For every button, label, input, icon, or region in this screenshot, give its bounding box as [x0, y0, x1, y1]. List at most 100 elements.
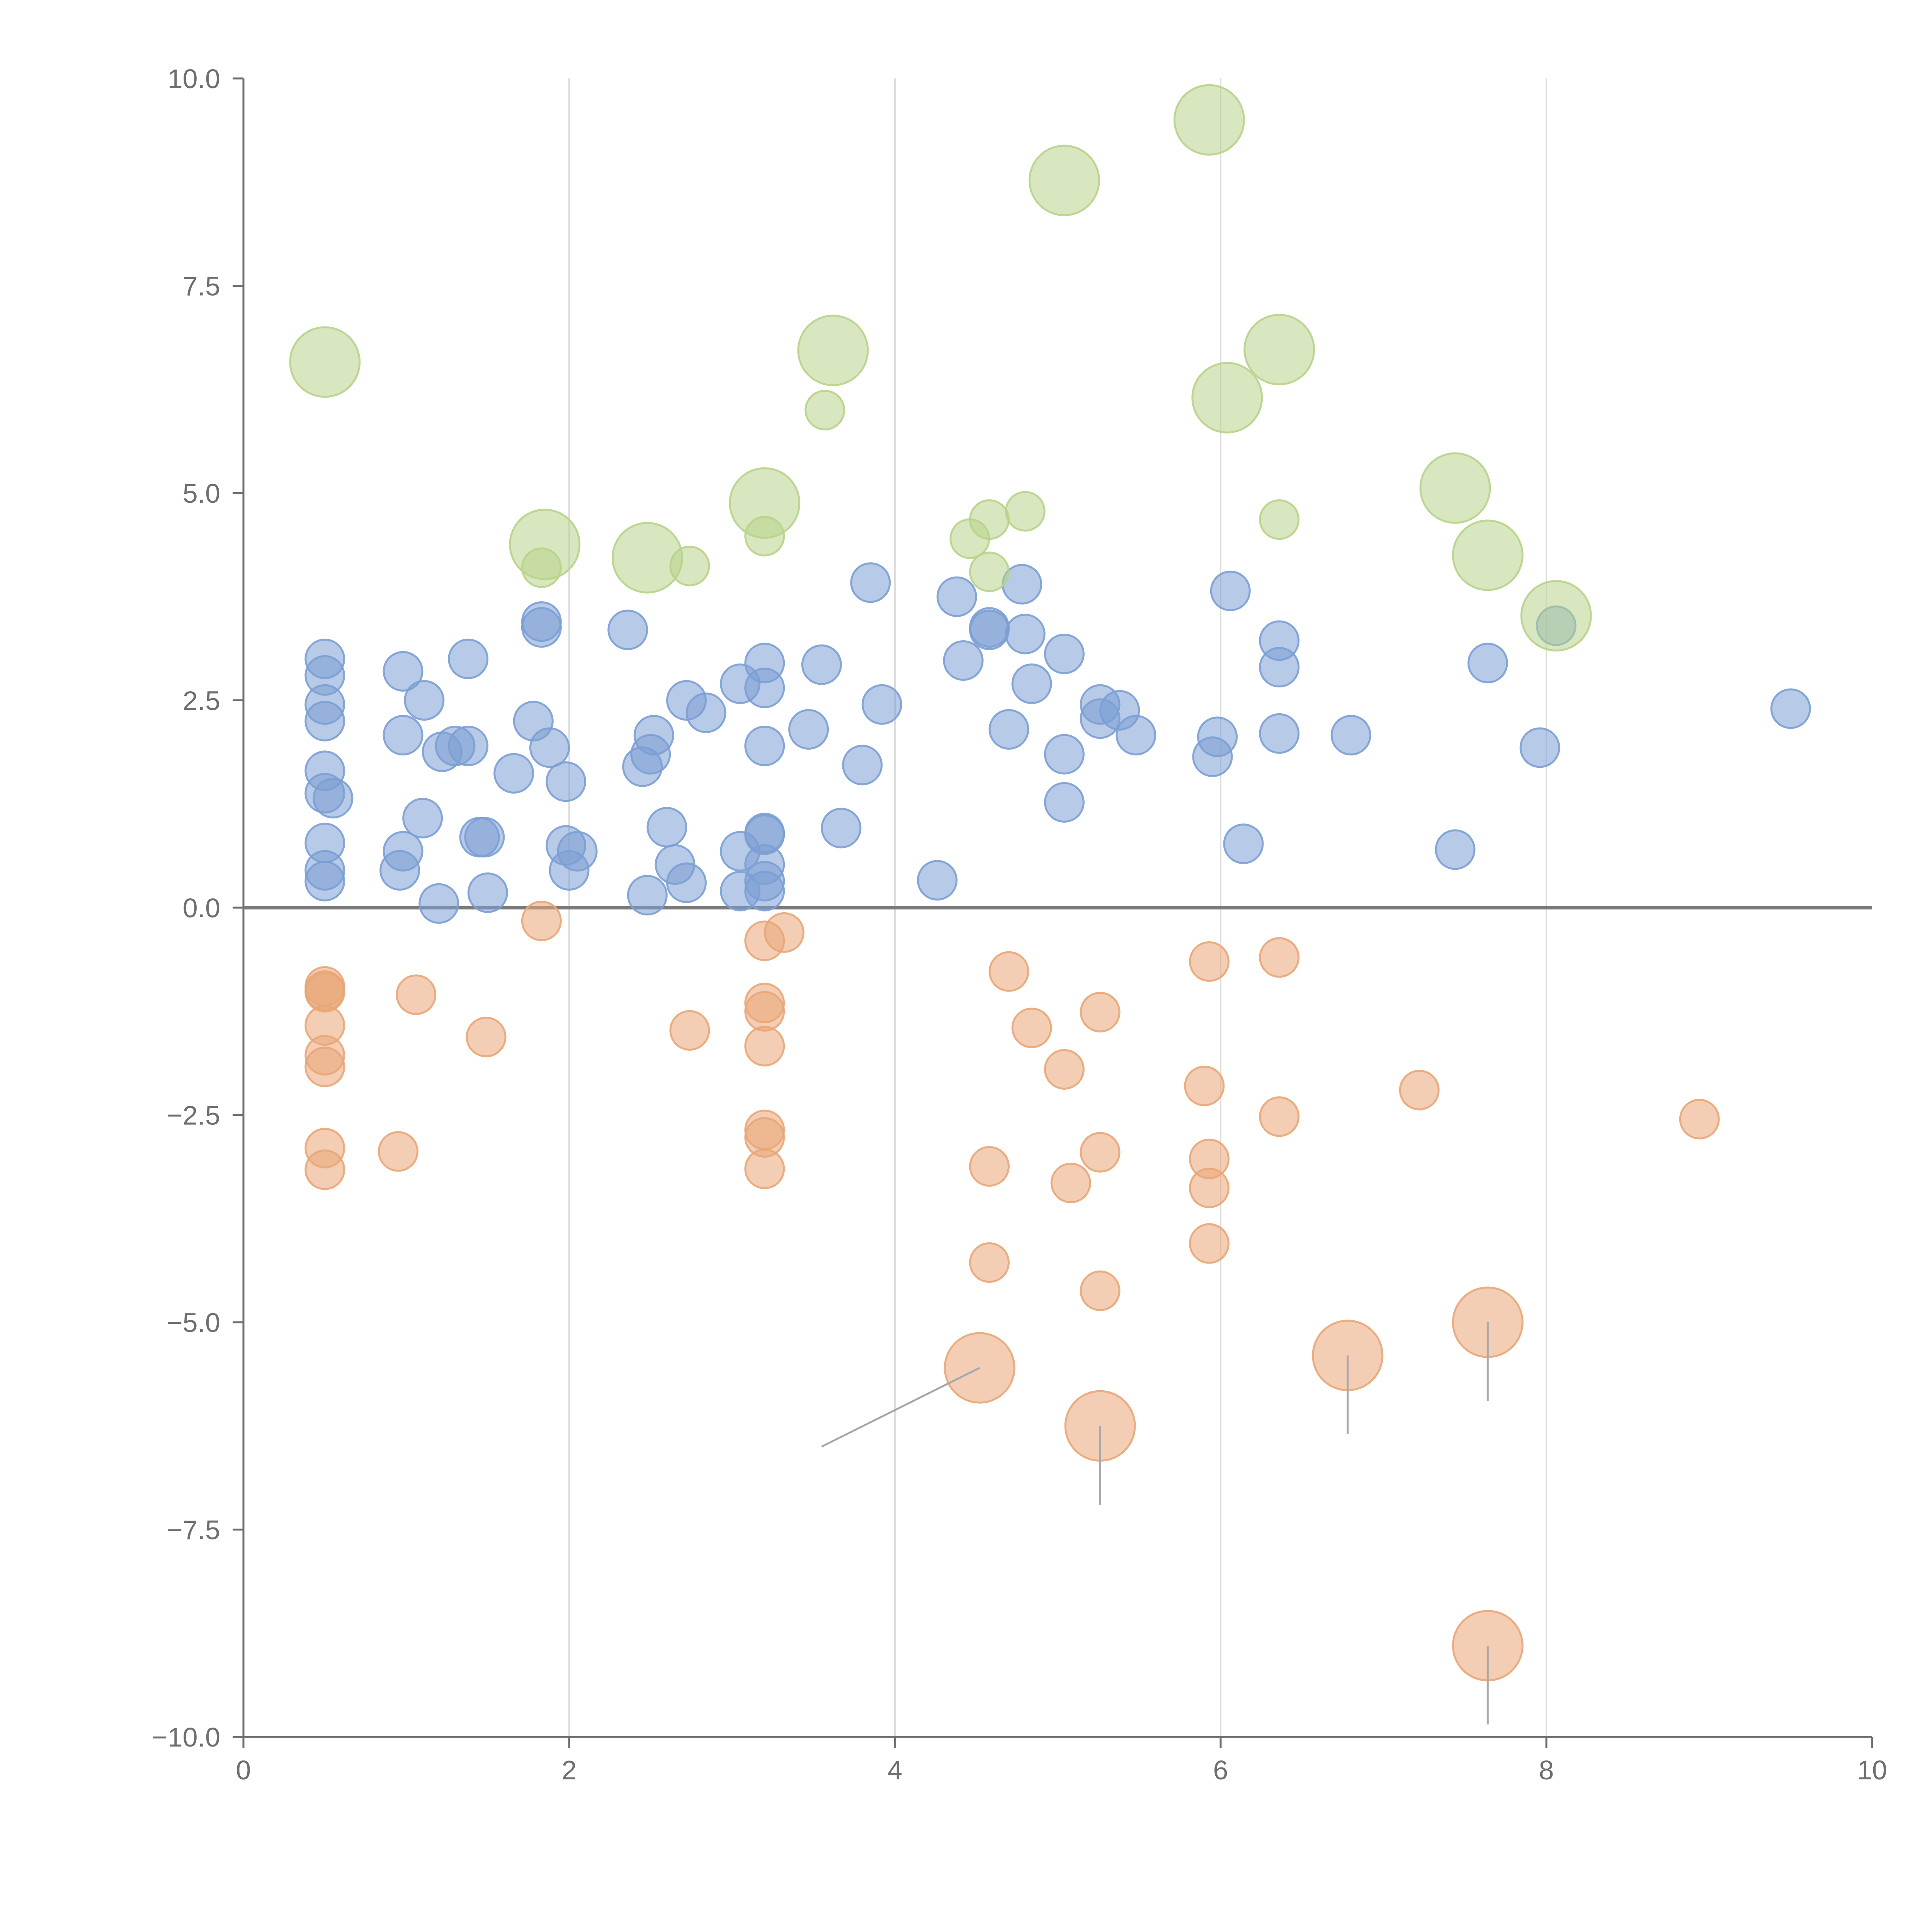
positive-point-70 [1044, 734, 1085, 775]
x-tick-label: 0 [236, 1755, 251, 1785]
positive-point-85 [1467, 643, 1508, 684]
positive-point-38 [646, 807, 687, 848]
high-point-18 [1419, 452, 1491, 524]
negative-point-9 [378, 1131, 418, 1172]
negative-point-24 [1011, 1007, 1052, 1048]
negative-point-38 [1679, 1099, 1720, 1139]
negative-point-36 [1259, 1096, 1300, 1137]
negative-point-29 [1080, 1270, 1121, 1311]
positive-point-28 [529, 727, 570, 768]
positive-point-56 [821, 808, 862, 849]
positive-point-10 [383, 651, 423, 692]
high-point-10 [509, 509, 581, 580]
negative-point-31 [1189, 941, 1230, 982]
positive-point-37 [627, 875, 668, 916]
positive-point-64 [969, 609, 1010, 650]
y-tick-label: −2.5 [167, 1100, 220, 1131]
positive-point-14 [404, 680, 445, 721]
positive-point-57 [842, 745, 883, 786]
high-point-9 [289, 326, 361, 398]
high-point-15 [1173, 84, 1245, 156]
positive-point-69 [1044, 633, 1085, 674]
y-tick-label: 10.0 [168, 64, 220, 94]
y-tick-label: −7.5 [167, 1515, 220, 1545]
positive-point-13 [379, 850, 420, 891]
positive-point-55 [801, 644, 842, 685]
positive-point-62 [943, 640, 984, 681]
positive-point-24 [493, 753, 534, 794]
negative-point-23 [988, 951, 1029, 992]
high-point-13 [797, 315, 869, 386]
negative-point-28 [1080, 1132, 1121, 1173]
negative-point-37 [1399, 1070, 1440, 1111]
positive-point-60 [917, 860, 958, 901]
y-tick-label: 7.5 [183, 271, 220, 301]
positive-point-82 [1259, 713, 1300, 754]
annotations [821, 1322, 1489, 1725]
high-point-12 [729, 467, 801, 539]
x-tick-label: 8 [1539, 1755, 1554, 1785]
positive-point-40 [666, 862, 707, 903]
positive-point-36 [633, 715, 674, 756]
negative-point-34 [1189, 1223, 1230, 1264]
positive-point-78 [1210, 570, 1251, 611]
negative-point-10 [396, 974, 437, 1015]
negative-point-0 [521, 900, 562, 941]
high-point-8 [1259, 499, 1300, 540]
positive-point-33 [607, 609, 648, 650]
positive-point-3 [304, 701, 345, 742]
negative-point-26 [1050, 1162, 1091, 1203]
positive-point-58 [850, 562, 891, 603]
positive-point-48 [744, 726, 785, 767]
high-point-6 [969, 499, 1010, 540]
positive-point-88 [1770, 688, 1811, 729]
positive-point-32 [549, 850, 590, 891]
positive-point-83 [1330, 715, 1371, 756]
x-tick-label: 10 [1857, 1755, 1887, 1785]
positive-point-20 [448, 726, 489, 767]
negative-point-20 [744, 1148, 785, 1189]
negative-point-22 [969, 1242, 1010, 1283]
positive-point-47 [744, 667, 785, 708]
high-point-7 [1005, 491, 1046, 532]
negative-point-33 [1189, 1167, 1230, 1208]
y-tick-label: −5.0 [167, 1308, 220, 1338]
positive-point-53 [744, 871, 785, 912]
positive-point-68 [1011, 663, 1052, 704]
high-point-17 [1243, 314, 1315, 386]
positive-point-75 [1116, 715, 1156, 756]
high-point-20 [1520, 580, 1592, 652]
negative-point-11 [466, 1017, 507, 1058]
negative-point-8 [304, 1149, 345, 1190]
negative-point-35 [1259, 937, 1300, 978]
y-tick-label: 5.0 [183, 478, 220, 509]
y-tick-label: 0.0 [183, 893, 220, 923]
positive-point-71 [1044, 782, 1085, 823]
positive-point-15 [402, 798, 443, 838]
high-point-11 [611, 522, 683, 594]
positive-point-42 [685, 692, 726, 733]
positive-point-84 [1435, 829, 1476, 870]
y-tick-label: 2.5 [183, 686, 220, 716]
positive-point-19 [448, 638, 489, 679]
high-point-19 [1452, 519, 1524, 591]
axes: 0 2 4 6 8 10 −10.0 −7.5 −5.0 −2.5 0.0 2.5 5.0 7.5 10.0 [152, 64, 1887, 1785]
negative-point-17 [744, 1026, 785, 1066]
negative-point-30 [1184, 1065, 1225, 1106]
positive-point-81 [1259, 647, 1300, 688]
negative-point-14 [764, 912, 804, 953]
negative-point-6 [304, 1046, 345, 1087]
positive-point-29 [546, 761, 587, 802]
negative-point-21 [969, 1146, 1010, 1187]
leader-1 [821, 1367, 980, 1448]
x-tick-label: 4 [888, 1755, 903, 1785]
y-tick-label: −10.0 [152, 1722, 220, 1752]
high-point-16 [1191, 362, 1263, 434]
positive-point-77 [1197, 716, 1238, 757]
x-tick-label: 6 [1213, 1755, 1228, 1785]
positive-point-23 [467, 872, 508, 913]
positive-point-22 [464, 817, 505, 858]
negative-point-27 [1080, 992, 1121, 1032]
x-tick-label: 2 [562, 1755, 577, 1785]
